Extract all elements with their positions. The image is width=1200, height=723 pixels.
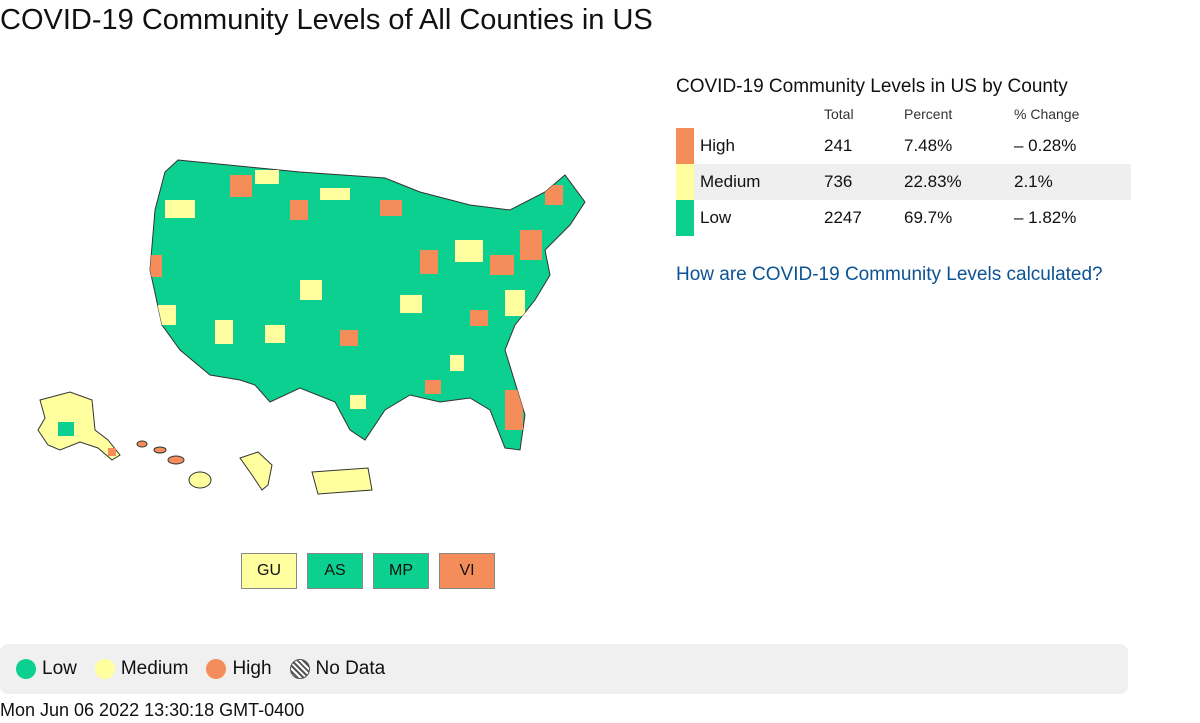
hawaii-region	[136, 440, 212, 489]
territory-vi[interactable]: VI	[439, 553, 495, 589]
header-percent: Percent	[904, 106, 953, 122]
header-change: % Change	[1014, 106, 1080, 122]
level-change: – 0.28%	[1014, 136, 1077, 155]
high-dot-icon	[206, 659, 227, 679]
calculation-info-link[interactable]: How are COVID-19 Community Levels calcul…	[676, 264, 1103, 285]
county-patches	[150, 170, 563, 430]
low-dot-icon	[16, 659, 36, 679]
legend-low-label: Low	[42, 658, 77, 679]
legend-medium-label: Medium	[120, 658, 189, 679]
medium-swatch	[676, 164, 694, 200]
legend-low[interactable]: Low	[16, 658, 77, 680]
level-change: 2.1%	[1014, 172, 1053, 191]
hatch-dot-icon	[289, 659, 310, 679]
page-title: COVID-19 Community Levels of All Countie…	[0, 4, 653, 36]
level-total: 2247	[824, 208, 862, 227]
table-row-high: High 241 7.48% – 0.28%	[676, 128, 1131, 164]
level-change: – 1.82%	[1014, 208, 1077, 227]
level-total: 736	[824, 172, 853, 191]
summary-panel: COVID-19 Community Levels in US by Count…	[676, 76, 1131, 286]
timestamp: Mon Jun 06 2022 13:30:18 GMT-0400	[0, 700, 305, 720]
level-label: Medium	[700, 172, 761, 191]
map-legend: Low Medium High No Data	[0, 644, 1128, 694]
legend-nodata[interactable]: No Data	[289, 658, 386, 680]
level-label: Low	[700, 208, 732, 227]
level-total: 241	[824, 136, 853, 155]
territory-gu[interactable]: GU	[241, 553, 297, 589]
us-county-map[interactable]	[0, 130, 620, 510]
legend-high[interactable]: High	[206, 658, 272, 680]
header-total: Total	[824, 106, 854, 122]
legend-nodata-label: No Data	[315, 658, 386, 679]
low-swatch	[676, 200, 694, 236]
table-row-medium: Medium 736 22.83% 2.1%	[676, 164, 1131, 200]
guam-region	[239, 451, 273, 491]
territory-as[interactable]: AS	[307, 553, 363, 589]
level-percent: 69.7%	[904, 208, 953, 227]
alaska-region	[37, 391, 121, 461]
territory-boxes: GU AS MP VI	[241, 553, 495, 589]
medium-dot-icon	[94, 659, 115, 679]
level-label: High	[700, 136, 735, 155]
territory-mp[interactable]: MP	[373, 553, 429, 589]
high-swatch	[676, 128, 694, 164]
level-percent: 22.83%	[904, 172, 962, 191]
table-row-low: Low 2247 69.7% – 1.82%	[676, 200, 1131, 236]
summary-header-row: Total Percent % Change	[676, 106, 1131, 128]
level-percent: 7.48%	[904, 136, 953, 155]
legend-high-label: High	[232, 658, 272, 679]
summary-title: COVID-19 Community Levels in US by Count…	[676, 76, 1068, 97]
puerto-rico-region	[311, 467, 373, 495]
legend-medium[interactable]: Medium	[94, 658, 189, 680]
